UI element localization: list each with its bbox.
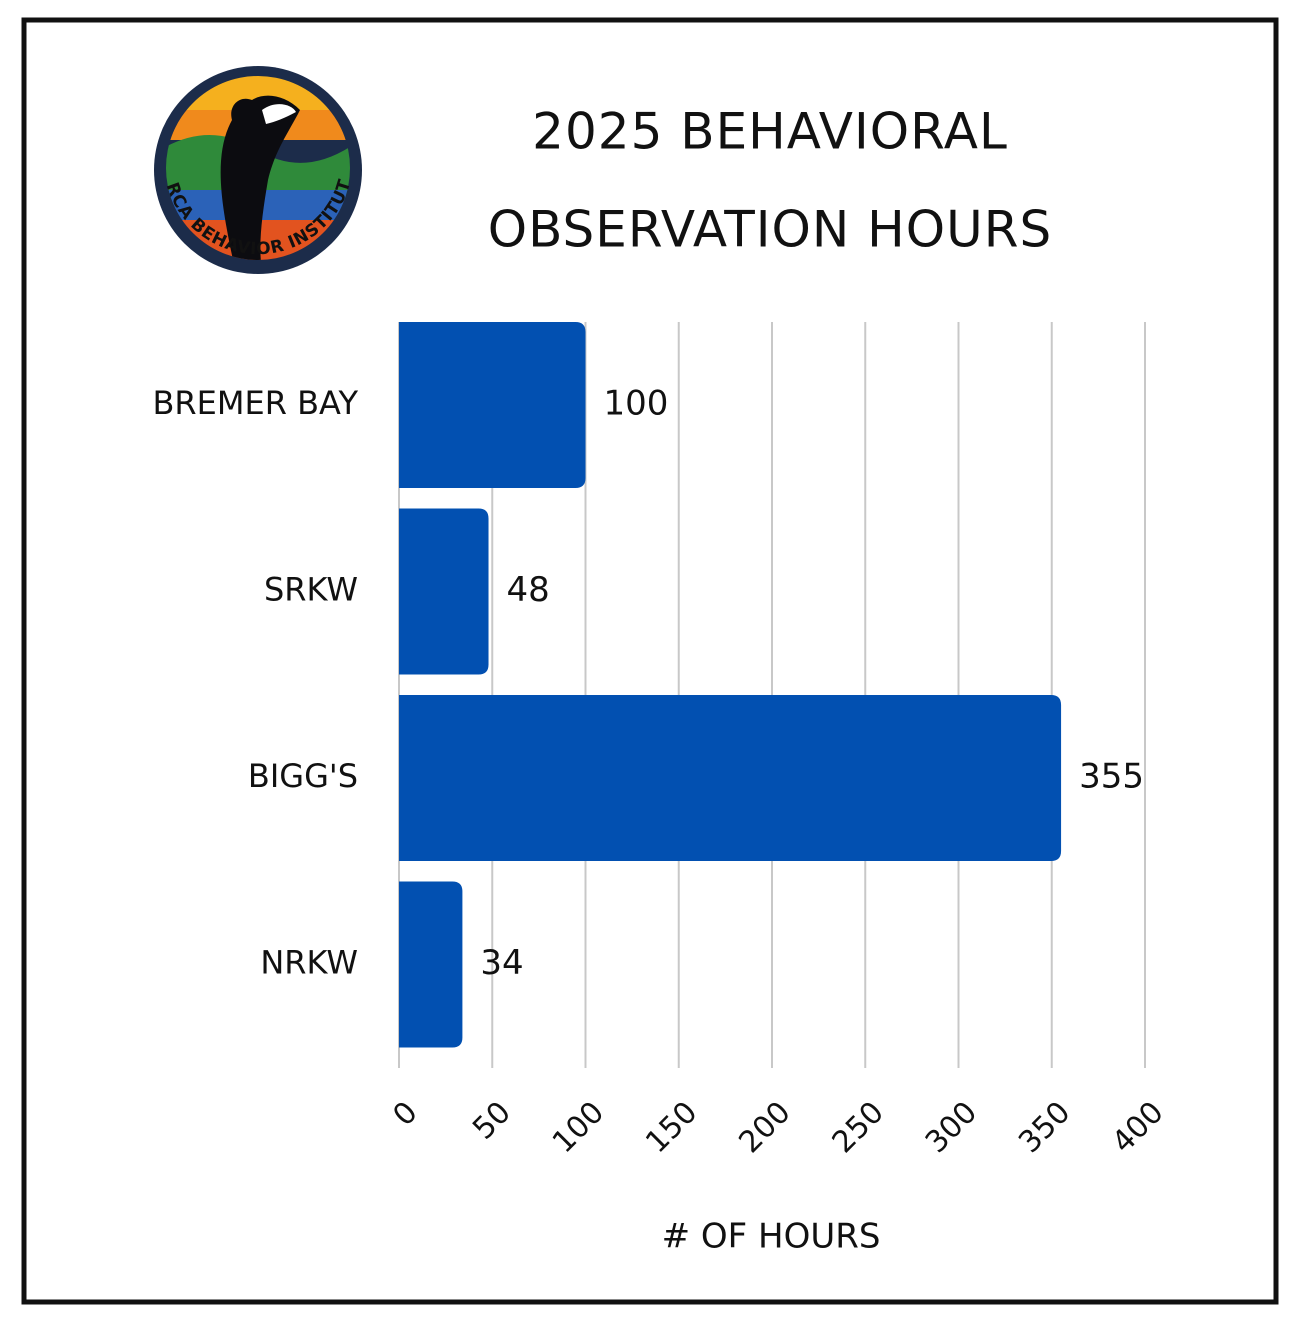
y-tick-label: SRKW (264, 570, 358, 608)
bar (399, 881, 463, 1048)
bar (399, 695, 1062, 861)
bar (399, 508, 489, 675)
y-tick-label: NRKW (260, 943, 358, 981)
y-tick-label: BIGG'S (248, 757, 358, 795)
bar (399, 322, 586, 488)
chart-title: 2025 BEHAVIORAL (532, 103, 1008, 161)
value-label: 48 (507, 570, 550, 610)
y-tick-label: BREMER BAY (152, 384, 358, 422)
value-label: 34 (480, 943, 523, 983)
value-label: 100 (604, 383, 669, 423)
logo-scene (166, 76, 350, 260)
x-axis-label: # OF HOURS (662, 1217, 881, 1257)
chart-title: OBSERVATION HOURS (488, 201, 1052, 259)
value-label: 355 (1079, 756, 1144, 796)
